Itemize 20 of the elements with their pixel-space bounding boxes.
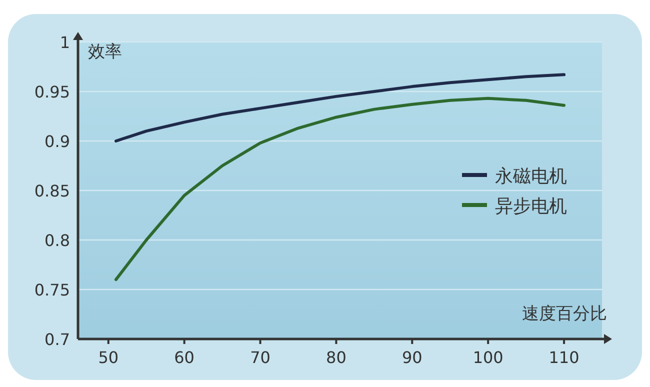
x-axis-title: 速度百分比 xyxy=(522,304,607,324)
y-tick-label: 0.8 xyxy=(44,231,70,250)
x-tick-label: 70 xyxy=(250,348,270,367)
x-tick-label: 80 xyxy=(326,348,346,367)
x-tick-label: 60 xyxy=(174,348,194,367)
y-tick-label: 0.9 xyxy=(44,132,70,151)
line-series xyxy=(114,96,566,282)
y-tick-label: 0.75 xyxy=(34,280,70,300)
y-tick-label: 0.95 xyxy=(34,82,70,102)
legend-label: 异步电机 xyxy=(495,196,567,217)
legend-label: 永磁电机 xyxy=(495,166,567,187)
y-axis-title: 效率 xyxy=(88,42,122,62)
x-tick-label: 90 xyxy=(402,348,422,367)
y-tick-label: 0.85 xyxy=(34,182,70,200)
line-series xyxy=(114,73,566,142)
y-tick-label: 0.7 xyxy=(44,330,70,349)
x-tick-label: 50 xyxy=(98,348,119,367)
x-tick-label: 110 xyxy=(548,348,580,367)
y-tick-label: 1 xyxy=(60,33,70,52)
x-tick-label: 100 xyxy=(472,348,504,367)
